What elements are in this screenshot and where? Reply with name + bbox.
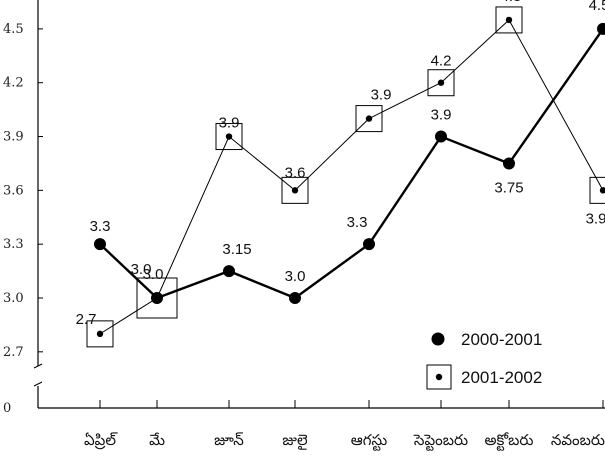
legend: 2000-2001 2001-2002 — [426, 330, 542, 390]
point-marker — [96, 330, 104, 338]
data-label: 3.0 — [131, 261, 152, 278]
boxed-marker — [427, 69, 455, 97]
point-marker — [437, 79, 445, 86]
data-label: 3.3 — [347, 214, 368, 231]
data-label: 4.5 — [501, 0, 522, 5]
y-tick-label: 4.2 — [3, 76, 24, 91]
x-tick-label: సెప్టెంబరు — [413, 431, 468, 451]
data-label: 3.75 — [494, 179, 523, 196]
y-tick-label: 4.5 — [3, 22, 24, 37]
boxed-marker — [136, 277, 178, 319]
x-tick-label: నవంబరు — [551, 431, 605, 449]
data-label: 3.9 — [371, 87, 392, 104]
data-label: 3.9 — [431, 107, 452, 124]
point-marker — [597, 22, 605, 35]
point-marker — [365, 115, 373, 122]
point-marker — [505, 16, 513, 24]
point-marker — [94, 238, 106, 251]
data-label: 3.3 — [90, 218, 111, 235]
point-marker — [435, 130, 447, 143]
data-label: 3.9 — [219, 115, 240, 132]
data-label: 3.15 — [222, 241, 251, 258]
legend-marker-box-2001-2002 — [426, 364, 452, 390]
point-marker — [291, 187, 299, 194]
boxed-marker — [281, 176, 309, 204]
legend-marker-2001-2002 — [435, 373, 443, 381]
x-tick-label: అక్టోబరు — [485, 431, 534, 451]
series-line-2001-2002 — [99, 19, 604, 335]
point-marker — [503, 157, 515, 170]
data-label: 2.7 — [76, 311, 97, 328]
boxed-marker — [589, 176, 605, 204]
data-label: 4.2 — [431, 53, 452, 70]
x-tick-label: ఏప్రిల్ — [84, 431, 118, 450]
data-labels: 3.3 3.0 3.15 3.0 3.3 3.9 3.75 4.5 2.7 3.0 3.9 3.6 3.… — [76, 0, 605, 328]
point-marker — [151, 292, 163, 304]
legend-marker-2000-2001 — [431, 332, 445, 346]
boxed-marker — [86, 320, 114, 348]
y-tick-label: 3.3 — [3, 237, 24, 252]
y-tick-label: 2.7 — [3, 345, 24, 360]
legend-label-2001-2002: 2001-2002 — [461, 368, 542, 387]
data-label: 4.5 — [589, 0, 605, 14]
y-axis-break-mark — [33, 363, 43, 369]
axes: 0 2.7 3.0 3.3 3.6 3.9 4.2 4.5 ఏప్రిల్ మే జూన్ జులై ఆ… — [3, 0, 605, 451]
boxed-marker — [355, 105, 383, 133]
y-tick-label: 0 — [3, 401, 11, 416]
y-tick-label: 3.9 — [3, 130, 24, 145]
x-tick-label: జూన్ — [214, 431, 244, 449]
y-axis-break-mark — [33, 381, 43, 387]
boxed-marker — [215, 123, 243, 151]
x-tick-label: జులై — [282, 431, 308, 450]
point-marker — [223, 265, 235, 278]
y-tick-label: 3.0 — [3, 291, 24, 306]
series-line-2000-2001 — [99, 28, 604, 300]
series-lines — [99, 19, 604, 335]
data-label: 3.0 — [143, 266, 164, 283]
boxed-marker — [495, 6, 523, 34]
y-tick-label: 3.6 — [3, 183, 24, 198]
x-tick-label: ఆగస్టు — [351, 431, 387, 451]
point-marker — [363, 238, 375, 251]
point-marker — [225, 133, 233, 140]
point-marker — [599, 187, 605, 194]
data-label: 3.6 — [285, 164, 306, 181]
point-marker — [289, 292, 301, 304]
legend-label-2000-2001: 2000-2001 — [461, 330, 542, 349]
x-tick-label: మే — [149, 431, 165, 449]
data-label: 3.9 — [586, 210, 605, 227]
series-markers — [86, 6, 605, 348]
data-label: 3.0 — [285, 268, 306, 285]
